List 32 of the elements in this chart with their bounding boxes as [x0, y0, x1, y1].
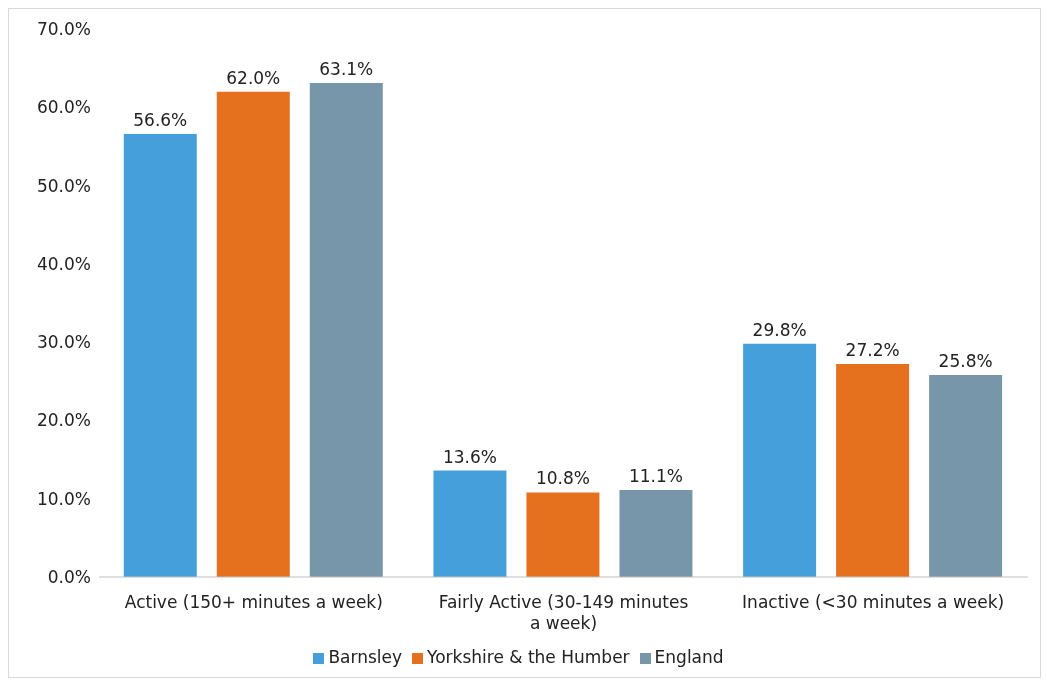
data-label: 27.2%	[845, 340, 900, 361]
bar	[526, 492, 600, 577]
legend-label: Barnsley	[328, 647, 403, 667]
data-label: 29.8%	[752, 319, 807, 340]
data-label: 25.8%	[938, 351, 993, 372]
bar	[836, 364, 910, 577]
legend-label: Yorkshire & the Humber	[427, 647, 630, 667]
bar	[929, 375, 1003, 577]
bar	[309, 83, 383, 577]
data-label: 10.8%	[535, 468, 590, 489]
y-tick-label: 20.0%	[36, 410, 91, 431]
y-tick-label: 30.0%	[36, 332, 91, 353]
y-tick-label: 40.0%	[36, 253, 91, 274]
data-label: 11.1%	[628, 466, 683, 487]
y-tick-label: 60.0%	[36, 97, 91, 118]
y-tick-label: 50.0%	[36, 175, 91, 196]
data-label: 62.0%	[226, 67, 281, 88]
data-label: 56.6%	[133, 109, 188, 130]
x-tick-label: Inactive (<30 minutes a week)	[742, 592, 1005, 613]
bar	[433, 470, 507, 577]
y-tick-label: 70.0%	[36, 19, 91, 40]
y-tick-label: 10.0%	[36, 488, 91, 509]
bar	[743, 343, 817, 577]
x-tick-label: Fairly Active (30-149 minutes a week)	[438, 592, 689, 633]
data-label: 63.1%	[319, 59, 374, 80]
x-tick-label: Active (150+ minutes a week)	[124, 592, 383, 613]
bar	[216, 91, 290, 577]
bar	[619, 490, 693, 577]
y-tick-label: 0.0%	[47, 567, 91, 588]
legend-label: England	[654, 647, 724, 667]
bar	[123, 133, 197, 577]
data-label: 13.6%	[442, 446, 497, 467]
